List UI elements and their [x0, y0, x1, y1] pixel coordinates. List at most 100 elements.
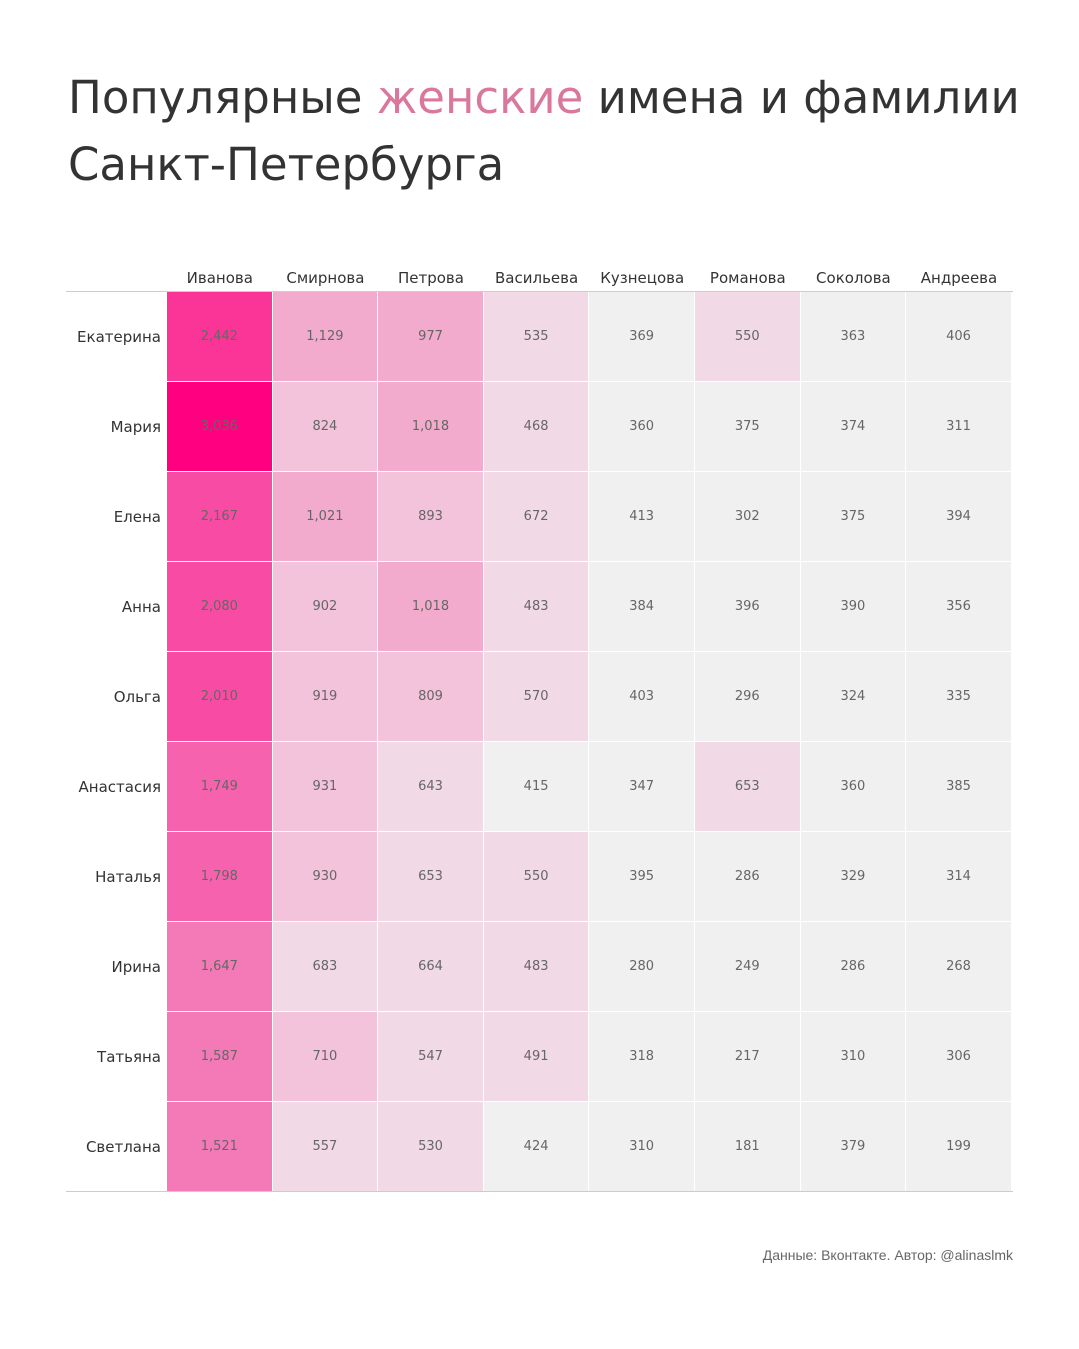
heatmap-cell: 394	[906, 472, 1011, 561]
column-label: Кузнецова	[600, 269, 685, 287]
heatmap-cell: 1,129	[272, 292, 378, 381]
heatmap-cell: 547	[378, 1012, 483, 1101]
heatmap-cell: 403	[589, 652, 694, 741]
heatmap-cell: 375	[800, 472, 906, 561]
heatmap-cell: 286	[695, 832, 800, 921]
row-label: Ольга	[113, 688, 161, 706]
heatmap-cell: 286	[800, 922, 906, 1011]
source-credit: Данные: Вконтакте. Автор: @alinaslmk	[762, 1247, 1013, 1263]
heatmap-cell: 199	[906, 1102, 1011, 1191]
heatmap-cell: 318	[589, 1012, 694, 1101]
heatmap-cell: 390	[800, 562, 906, 651]
heatmap-cell: 1,647	[167, 922, 272, 1011]
heatmap-cell: 306	[906, 1012, 1011, 1101]
heatmap-cell: 314	[906, 832, 1011, 921]
heatmap-cell: 396	[695, 562, 800, 651]
heatmap-cell: 491	[483, 1012, 589, 1101]
column-label: Иванова	[186, 269, 253, 287]
heatmap-cell: 311	[906, 382, 1011, 471]
heatmap-cell: 1,018	[378, 562, 483, 651]
heatmap-cell: 217	[695, 1012, 800, 1101]
heatmap-cell: 1,018	[378, 382, 483, 471]
heatmap-cell: 977	[378, 292, 483, 381]
heatmap-cell: 347	[589, 742, 694, 831]
column-label: Петрова	[397, 269, 464, 287]
heatmap-cell: 902	[272, 562, 378, 651]
heatmap-cell: 550	[695, 292, 800, 381]
heatmap-cell: 369	[589, 292, 694, 381]
row-label: Елена	[113, 508, 161, 526]
heatmap-cell: 1,749	[167, 742, 272, 831]
axis-line	[66, 1191, 1013, 1192]
title-part-2: имена и фамилии Санкт-Петербурга	[68, 71, 1020, 191]
heatmap-cell: 302	[695, 472, 800, 561]
heatmap-cell: 530	[378, 1102, 483, 1191]
heatmap-cell: 335	[906, 652, 1011, 741]
heatmap-cell: 683	[272, 922, 378, 1011]
heatmap-cell: 3,036	[167, 382, 272, 471]
chart-title: Популярные женские имена и фамилии Санкт…	[68, 64, 1028, 198]
heatmap-cell: 550	[483, 832, 589, 921]
heatmap-cell: 2,010	[167, 652, 272, 741]
heatmap-cell: 483	[483, 562, 589, 651]
heatmap-cell: 375	[695, 382, 800, 471]
heatmap-cell: 360	[800, 742, 906, 831]
heatmap-cell: 2,442	[167, 292, 272, 381]
heatmap-cell: 385	[906, 742, 1011, 831]
heatmap-cell: 310	[800, 1012, 906, 1101]
column-label: Васильева	[495, 269, 579, 287]
title-accent: женские	[376, 71, 584, 124]
heatmap-cell: 1,021	[272, 472, 378, 561]
heatmap-cell: 535	[483, 292, 589, 381]
heatmap-cell: 664	[378, 922, 483, 1011]
column-label: Смирнова	[286, 269, 365, 287]
heatmap-cell: 374	[800, 382, 906, 471]
heatmap-cell: 893	[378, 472, 483, 561]
heatmap-cell: 557	[272, 1102, 378, 1191]
heatmap-cell: 643	[378, 742, 483, 831]
row-label: Наталья	[95, 868, 161, 886]
heatmap-cell: 672	[483, 472, 589, 561]
heatmap-cell: 2,167	[167, 472, 272, 561]
column-label: Романова	[709, 269, 786, 287]
heatmap-cell: 570	[483, 652, 589, 741]
heatmap-cell: 919	[272, 652, 378, 741]
heatmap-cell: 324	[800, 652, 906, 741]
heatmap-cell: 710	[272, 1012, 378, 1101]
heatmap-cell: 424	[483, 1102, 589, 1191]
heatmap-cell: 930	[272, 832, 378, 921]
heatmap-cell: 329	[800, 832, 906, 921]
heatmap-cell: 1,798	[167, 832, 272, 921]
heatmap-cell: 296	[695, 652, 800, 741]
heatmap-cell: 363	[800, 292, 906, 381]
heatmap-cell: 653	[378, 832, 483, 921]
heatmap-cell: 181	[695, 1102, 800, 1191]
row-label: Анна	[121, 598, 161, 616]
heatmap-cell: 268	[906, 922, 1011, 1011]
heatmap-cell: 483	[483, 922, 589, 1011]
heatmap-cell: 1,587	[167, 1012, 272, 1101]
heatmap-cell: 931	[272, 742, 378, 831]
row-label: Татьяна	[97, 1048, 161, 1066]
row-label: Ирина	[111, 958, 162, 976]
heatmap-cell: 356	[906, 562, 1011, 651]
column-label: Соколова	[816, 269, 891, 287]
heatmap-cell: 379	[800, 1102, 906, 1191]
row-label: Светлана	[85, 1138, 161, 1156]
heatmap-cell: 360	[589, 382, 694, 471]
heatmap-cell: 384	[589, 562, 694, 651]
axis-line	[66, 291, 1013, 292]
heatmap-cell: 406	[906, 292, 1011, 381]
title-part-1: Популярные	[68, 71, 377, 124]
row-label: Екатерина	[77, 328, 161, 346]
heatmap-cell: 468	[483, 382, 589, 471]
heatmap-cell: 395	[589, 832, 694, 921]
heatmap-cell: 280	[589, 922, 694, 1011]
column-label: Андреева	[920, 269, 998, 287]
row-label: Анастасия	[78, 778, 161, 796]
heatmap-cell: 415	[483, 742, 589, 831]
heatmap-cell: 249	[695, 922, 800, 1011]
row-label: Мария	[110, 418, 161, 436]
heatmap-cell: 824	[272, 382, 378, 471]
heatmap-cell: 2,080	[167, 562, 272, 651]
